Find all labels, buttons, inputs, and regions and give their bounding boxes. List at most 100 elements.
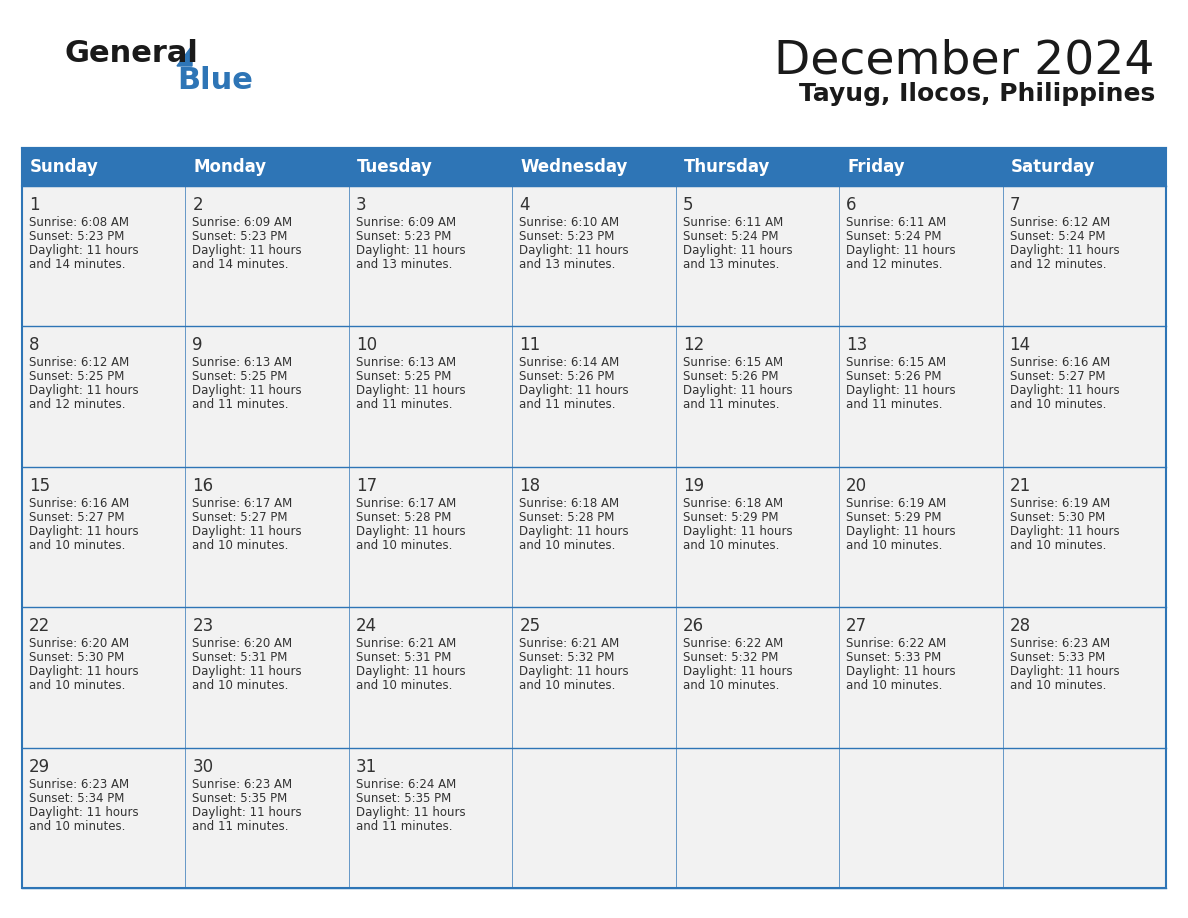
Text: Sunrise: 6:23 AM: Sunrise: 6:23 AM [29, 778, 129, 790]
Text: 14: 14 [1010, 336, 1031, 354]
Bar [512, 607, 676, 747]
Text: Sunset: 5:23 PM: Sunset: 5:23 PM [192, 230, 287, 243]
Text: 22: 22 [29, 617, 50, 635]
Bar [839, 607, 1003, 747]
Bar [349, 148, 512, 186]
Text: 12: 12 [683, 336, 704, 354]
Text: Sunrise: 6:17 AM: Sunrise: 6:17 AM [192, 497, 292, 509]
Text: Wednesday: Wednesday [520, 158, 627, 176]
Text: Sunset: 5:25 PM: Sunset: 5:25 PM [356, 370, 451, 384]
Bar [512, 747, 676, 888]
Text: and 14 minutes.: and 14 minutes. [192, 258, 289, 271]
Bar [512, 148, 676, 186]
Bar [676, 607, 839, 747]
Bar [23, 466, 185, 607]
Text: Daylight: 11 hours: Daylight: 11 hours [1010, 525, 1119, 538]
Text: Sunset: 5:28 PM: Sunset: 5:28 PM [356, 510, 451, 524]
Bar [349, 466, 512, 607]
Text: Sunrise: 6:23 AM: Sunrise: 6:23 AM [192, 778, 292, 790]
Text: Tuesday: Tuesday [356, 158, 432, 176]
Text: 8: 8 [29, 336, 39, 354]
Text: Sunset: 5:26 PM: Sunset: 5:26 PM [519, 370, 614, 384]
Text: 16: 16 [192, 476, 214, 495]
Text: and 10 minutes.: and 10 minutes. [356, 679, 453, 692]
Text: Daylight: 11 hours: Daylight: 11 hours [519, 525, 628, 538]
Text: Saturday: Saturday [1011, 158, 1095, 176]
Text: Sunset: 5:25 PM: Sunset: 5:25 PM [29, 370, 125, 384]
Text: General: General [65, 39, 198, 68]
Text: Sunrise: 6:18 AM: Sunrise: 6:18 AM [683, 497, 783, 509]
Text: Daylight: 11 hours: Daylight: 11 hours [1010, 244, 1119, 257]
Bar [23, 327, 185, 466]
Bar [839, 327, 1003, 466]
Text: and 10 minutes.: and 10 minutes. [192, 539, 289, 552]
Text: Sunrise: 6:22 AM: Sunrise: 6:22 AM [846, 637, 947, 650]
Text: Sunset: 5:35 PM: Sunset: 5:35 PM [356, 791, 451, 804]
Text: 21: 21 [1010, 476, 1031, 495]
Text: and 10 minutes.: and 10 minutes. [29, 679, 126, 692]
Bar [839, 148, 1003, 186]
Text: and 11 minutes.: and 11 minutes. [683, 398, 779, 411]
Text: Daylight: 11 hours: Daylight: 11 hours [356, 525, 466, 538]
Text: Sunset: 5:33 PM: Sunset: 5:33 PM [846, 651, 941, 665]
Text: Sunset: 5:23 PM: Sunset: 5:23 PM [29, 230, 125, 243]
Text: Sunset: 5:23 PM: Sunset: 5:23 PM [519, 230, 614, 243]
Text: Sunrise: 6:10 AM: Sunrise: 6:10 AM [519, 216, 619, 229]
Text: 24: 24 [356, 617, 377, 635]
Text: 31: 31 [356, 757, 377, 776]
Text: Daylight: 11 hours: Daylight: 11 hours [683, 385, 792, 397]
Bar [676, 148, 839, 186]
Text: Daylight: 11 hours: Daylight: 11 hours [846, 666, 956, 678]
Text: Daylight: 11 hours: Daylight: 11 hours [846, 385, 956, 397]
Text: Sunrise: 6:19 AM: Sunrise: 6:19 AM [846, 497, 947, 509]
Text: Sunrise: 6:18 AM: Sunrise: 6:18 AM [519, 497, 619, 509]
Text: Sunset: 5:25 PM: Sunset: 5:25 PM [192, 370, 287, 384]
Text: Sunset: 5:23 PM: Sunset: 5:23 PM [356, 230, 451, 243]
Text: 20: 20 [846, 476, 867, 495]
Text: Daylight: 11 hours: Daylight: 11 hours [1010, 666, 1119, 678]
Bar [185, 148, 349, 186]
Text: Sunrise: 6:13 AM: Sunrise: 6:13 AM [192, 356, 292, 369]
Text: 18: 18 [519, 476, 541, 495]
Bar [676, 466, 839, 607]
Text: 13: 13 [846, 336, 867, 354]
Text: Sunrise: 6:11 AM: Sunrise: 6:11 AM [846, 216, 947, 229]
Text: 25: 25 [519, 617, 541, 635]
Text: and 10 minutes.: and 10 minutes. [1010, 398, 1106, 411]
Text: Daylight: 11 hours: Daylight: 11 hours [356, 806, 466, 819]
Bar [349, 186, 512, 327]
Text: 6: 6 [846, 196, 857, 214]
Text: and 10 minutes.: and 10 minutes. [1010, 679, 1106, 692]
Text: Daylight: 11 hours: Daylight: 11 hours [846, 244, 956, 257]
Text: Sunrise: 6:16 AM: Sunrise: 6:16 AM [29, 497, 129, 509]
Bar [23, 607, 185, 747]
Text: and 10 minutes.: and 10 minutes. [192, 679, 289, 692]
Text: Tayug, Ilocos, Philippines: Tayug, Ilocos, Philippines [798, 82, 1155, 106]
Bar [23, 148, 1165, 888]
Bar [839, 186, 1003, 327]
Polygon shape [177, 46, 192, 66]
Text: Daylight: 11 hours: Daylight: 11 hours [683, 244, 792, 257]
Text: 5: 5 [683, 196, 694, 214]
Text: and 12 minutes.: and 12 minutes. [1010, 258, 1106, 271]
Text: and 12 minutes.: and 12 minutes. [846, 258, 942, 271]
Text: Sunset: 5:26 PM: Sunset: 5:26 PM [683, 370, 778, 384]
Bar [1003, 466, 1165, 607]
Bar [23, 747, 185, 888]
Bar [1003, 607, 1165, 747]
Text: and 10 minutes.: and 10 minutes. [683, 679, 779, 692]
Text: 1: 1 [29, 196, 39, 214]
Text: and 11 minutes.: and 11 minutes. [192, 398, 289, 411]
Bar [512, 327, 676, 466]
Text: Thursday: Thursday [684, 158, 770, 176]
Bar [185, 186, 349, 327]
Text: and 11 minutes.: and 11 minutes. [192, 820, 289, 833]
Text: 9: 9 [192, 336, 203, 354]
Text: Sunset: 5:29 PM: Sunset: 5:29 PM [846, 510, 942, 524]
Text: Sunset: 5:31 PM: Sunset: 5:31 PM [192, 651, 287, 665]
Text: Sunrise: 6:13 AM: Sunrise: 6:13 AM [356, 356, 456, 369]
Text: Sunrise: 6:12 AM: Sunrise: 6:12 AM [1010, 216, 1110, 229]
Text: Sunrise: 6:19 AM: Sunrise: 6:19 AM [1010, 497, 1110, 509]
Bar [185, 607, 349, 747]
Text: Blue: Blue [177, 66, 253, 95]
